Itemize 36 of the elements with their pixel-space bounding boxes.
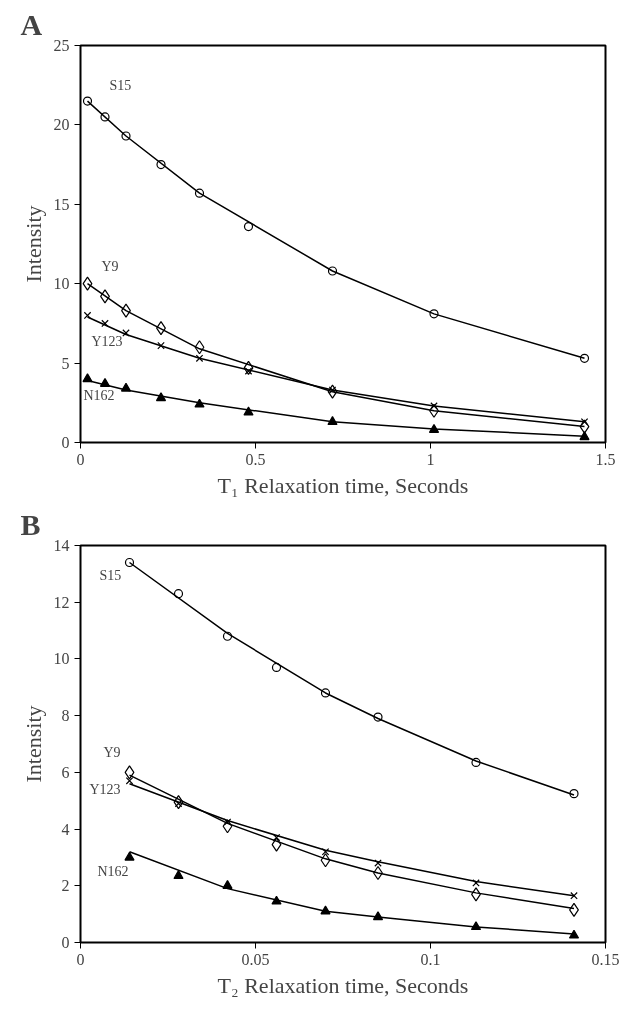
x-axis-title: T₂ Relaxation time, Seconds [217, 972, 469, 998]
x-tick-label: 1.5 [595, 450, 616, 468]
x-axis-title: T₁ Relaxation time, Seconds [217, 472, 469, 498]
y-tick-label: 4 [61, 820, 70, 838]
series-label: S15 [109, 78, 132, 94]
x-tick-label: 0.1 [420, 950, 441, 968]
y-tick-label: 12 [53, 593, 70, 611]
y-tick-label: 0 [61, 934, 70, 951]
y-axis-title: Intensity [20, 205, 46, 283]
x-tick-label: 0 [76, 450, 85, 468]
y-tick-label: 14 [53, 537, 70, 554]
chart-title: B [20, 507, 41, 541]
chart-title: A [20, 7, 43, 41]
series-label: Y9 [103, 745, 121, 761]
x-tick-label: 1 [426, 450, 435, 468]
y-tick-label: 15 [53, 195, 70, 213]
series-label: Y9 [101, 258, 119, 274]
y-tick-label: 5 [61, 354, 70, 372]
y-tick-label: 20 [53, 116, 70, 134]
series-label: S15 [99, 567, 122, 583]
series-label: Y123 [91, 334, 123, 350]
y-tick-label: 10 [53, 275, 70, 293]
x-tick-label: 0.05 [241, 950, 270, 968]
series-label: N162 [83, 387, 115, 403]
y-tick-label: 25 [53, 37, 70, 54]
y-axis-title: Intensity [20, 705, 46, 783]
y-tick-label: 8 [61, 707, 70, 725]
x-tick-label: 0.5 [245, 450, 266, 468]
y-tick-label: 6 [61, 763, 70, 781]
x-tick-label: 0 [76, 950, 85, 968]
legend-label: Y123 [89, 781, 121, 797]
y-tick-label: 0 [61, 434, 70, 451]
series-label: N162 [97, 864, 129, 880]
x-tick-label: 0.15 [591, 950, 619, 968]
y-tick-label: 2 [61, 877, 70, 895]
y-tick-label: 10 [53, 650, 70, 668]
